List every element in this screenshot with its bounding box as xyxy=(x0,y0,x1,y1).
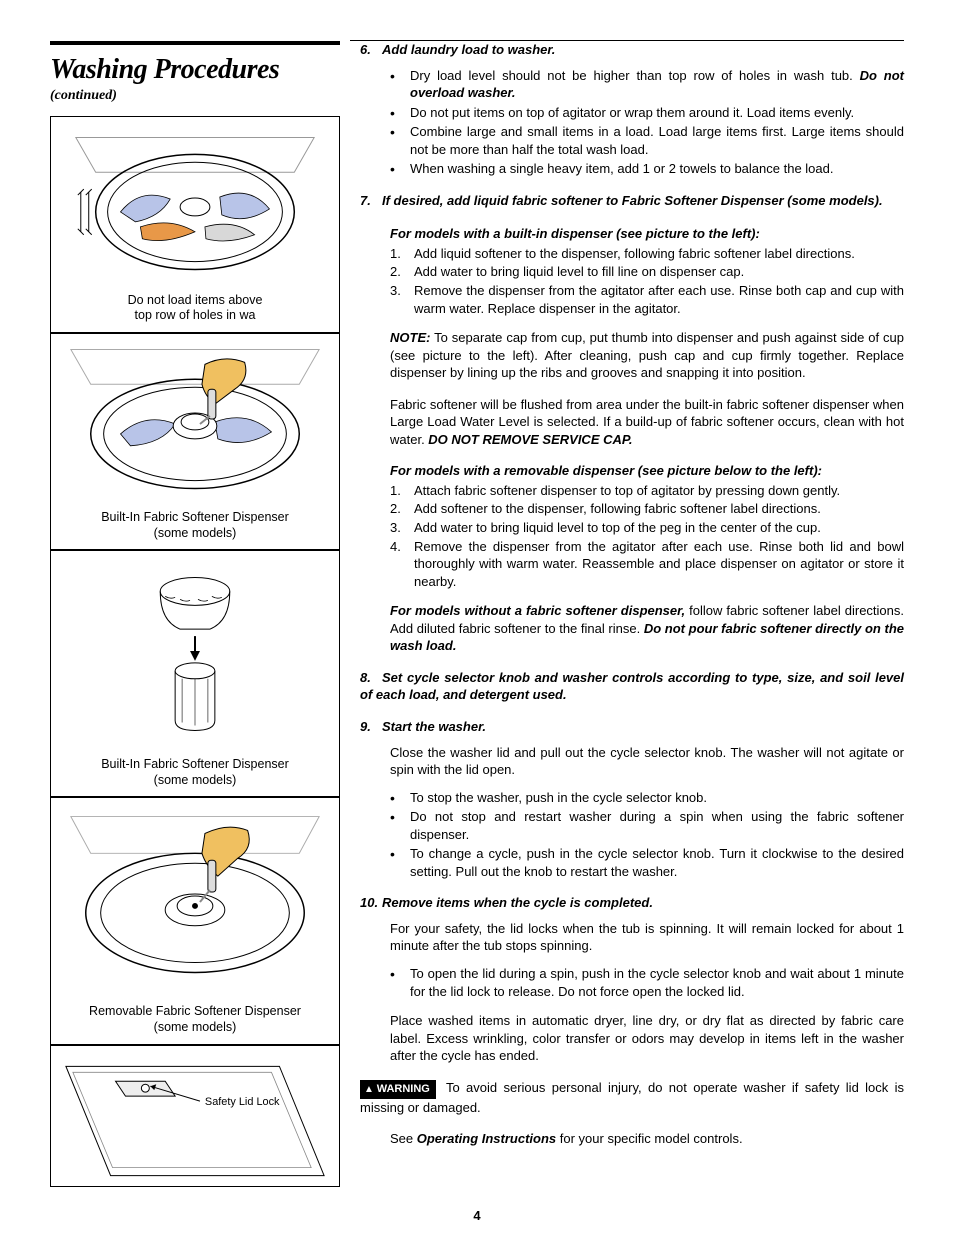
list-item: Do not put items on top of agitator or w… xyxy=(390,104,904,122)
cap-line: Do not load items above xyxy=(128,293,263,307)
two-column-layout: Washing Procedures (continued) xyxy=(50,41,904,1187)
drawing-lid-lock: Safety Lid Lock xyxy=(51,1046,339,1186)
step7-no-dispenser: For models without a fabric softener dis… xyxy=(390,602,904,655)
step-7-heading: 7.If desired, add liquid fabric softener… xyxy=(360,192,904,210)
list-item: Add softener to the dispenser, following… xyxy=(390,500,904,518)
nodisp-lead: For models without a fabric softener dis… xyxy=(390,603,685,618)
cap-line: Built-In Fabric Softener Dispenser xyxy=(101,757,289,771)
drawing-builtin-parts xyxy=(51,551,339,751)
step7-note: NOTE: To separate cap from cup, put thum… xyxy=(390,329,904,382)
figure-builtin-dispenser-parts: Built-In Fabric Softener Dispenser (some… xyxy=(50,550,340,797)
list-item: Combine large and small items in a load.… xyxy=(390,123,904,158)
step10-bullets: To open the lid during a spin, push in t… xyxy=(390,965,904,1000)
step-9-heading: 9.Start the washer. xyxy=(360,718,904,736)
list-item: Add water to bring liquid level to fill … xyxy=(390,263,904,281)
bullet-text: Dry load level should not be higher than… xyxy=(410,68,860,83)
step10-outro: Place washed items in automatic dryer, l… xyxy=(390,1012,904,1065)
step-number: 7. xyxy=(360,192,382,210)
list-item: Add water to bring liquid level to top o… xyxy=(390,519,904,537)
closing-post: for your specific model controls. xyxy=(556,1131,742,1146)
note-text: To separate cap from cup, put thumb into… xyxy=(390,330,904,380)
step-6-bullets: Dry load level should not be higher than… xyxy=(390,67,904,178)
drawing-builtin-pour xyxy=(51,334,339,504)
closing-pre: See xyxy=(390,1131,417,1146)
drawing-load-level xyxy=(51,117,339,287)
figure-2-caption: Built-In Fabric Softener Dispenser (some… xyxy=(51,504,339,549)
right-column: 6.Add laundry load to washer. Dry load l… xyxy=(360,41,904,1187)
list-item: Do not stop and restart washer during a … xyxy=(390,808,904,843)
drawing-removable xyxy=(51,798,339,998)
figure-1-caption: Do not load items above top row of holes… xyxy=(51,287,339,332)
list-item: Attach fabric softener dispenser to top … xyxy=(390,482,904,500)
lid-lock-label-svg: Safety Lid Lock xyxy=(205,1096,280,1108)
list-item: Dry load level should not be higher than… xyxy=(390,67,904,102)
cap-line: (some models) xyxy=(154,1020,237,1034)
list-item: To stop the washer, push in the cycle se… xyxy=(390,789,904,807)
step-10: 10.Remove items when the cycle is comple… xyxy=(360,894,904,1064)
flush-bold: DO NOT REMOVE SERVICE CAP. xyxy=(428,432,632,447)
closing-bold: Operating Instructions xyxy=(417,1131,556,1146)
cap-line: (some models) xyxy=(154,526,237,540)
step7-flush: Fabric softener will be flushed from are… xyxy=(390,396,904,449)
figure-safety-lid-lock: Safety Lid Lock xyxy=(50,1045,340,1187)
step-10-heading: 10.Remove items when the cycle is comple… xyxy=(360,894,904,912)
step-9: 9.Start the washer. Close the washer lid… xyxy=(360,718,904,880)
step-8: 8.Set cycle selector knob and washer con… xyxy=(360,669,904,704)
step7-sub1-head: For models with a built-in dispenser (se… xyxy=(390,225,904,243)
closing-line: See Operating Instructions for your spec… xyxy=(390,1130,904,1148)
step-number: 6. xyxy=(360,41,382,59)
step-title: Set cycle selector knob and washer contr… xyxy=(360,670,904,703)
figure-4-caption: Removable Fabric Softener Dispenser (som… xyxy=(51,998,339,1043)
step-number: 10. xyxy=(360,894,382,912)
cap-line: (some models) xyxy=(154,773,237,787)
warning-badge: WARNING xyxy=(360,1080,436,1099)
step-title: Add laundry load to washer. xyxy=(382,42,555,57)
step-6-heading: 6.Add laundry load to washer. xyxy=(360,41,904,59)
step-number: 8. xyxy=(360,669,382,687)
step-number: 9. xyxy=(360,718,382,736)
cap-line: top row of holes in wa xyxy=(135,308,256,322)
page-number: 4 xyxy=(50,1207,904,1225)
list-item: Add liquid softener to the dispenser, fo… xyxy=(390,245,904,263)
note-lead: NOTE: xyxy=(390,330,430,345)
cap-line: Built-In Fabric Softener Dispenser xyxy=(101,510,289,524)
figure-load-level: Do not load items above top row of holes… xyxy=(50,116,340,333)
step7-sub2-head: For models with a removable dispenser (s… xyxy=(390,462,904,480)
figure-removable-dispenser: Removable Fabric Softener Dispenser (som… xyxy=(50,797,340,1044)
step9-intro: Close the washer lid and pull out the cy… xyxy=(390,744,904,779)
left-column: Washing Procedures (continued) xyxy=(50,41,340,1187)
step10-intro: For your safety, the lid locks when the … xyxy=(390,920,904,955)
step7-sub1-list: Add liquid softener to the dispenser, fo… xyxy=(390,245,904,317)
step-8-heading: 8.Set cycle selector knob and washer con… xyxy=(360,669,904,704)
list-item: To change a cycle, push in the cycle sel… xyxy=(390,845,904,880)
list-item: Remove the dispenser from the agitator a… xyxy=(390,282,904,317)
list-item: When washing a single heavy item, add 1 … xyxy=(390,160,904,178)
list-item: Remove the dispenser from the agitator a… xyxy=(390,538,904,591)
step-title: If desired, add liquid fabric softener t… xyxy=(382,193,883,208)
step-7: 7.If desired, add liquid fabric softener… xyxy=(360,192,904,655)
list-item: To open the lid during a spin, push in t… xyxy=(390,965,904,1000)
title-rule xyxy=(50,41,340,45)
cap-line: Removable Fabric Softener Dispenser xyxy=(89,1004,301,1018)
step-title: Remove items when the cycle is completed… xyxy=(382,895,653,910)
step7-sub2-list: Attach fabric softener dispenser to top … xyxy=(390,482,904,590)
page-title: Washing Procedures xyxy=(50,51,340,89)
figure-3-caption: Built-In Fabric Softener Dispenser (some… xyxy=(51,751,339,796)
continued-label: (continued) xyxy=(50,87,340,106)
step9-bullets: To stop the washer, push in the cycle se… xyxy=(390,789,904,881)
step-6: 6.Add laundry load to washer. Dry load l… xyxy=(360,41,904,178)
step-title: Start the washer. xyxy=(382,719,486,734)
warning-paragraph: WARNING To avoid serious personal injury… xyxy=(360,1079,904,1116)
warning-text: To avoid serious personal injury, do not… xyxy=(360,1080,904,1115)
figure-builtin-dispenser-pour: Built-In Fabric Softener Dispenser (some… xyxy=(50,333,340,550)
